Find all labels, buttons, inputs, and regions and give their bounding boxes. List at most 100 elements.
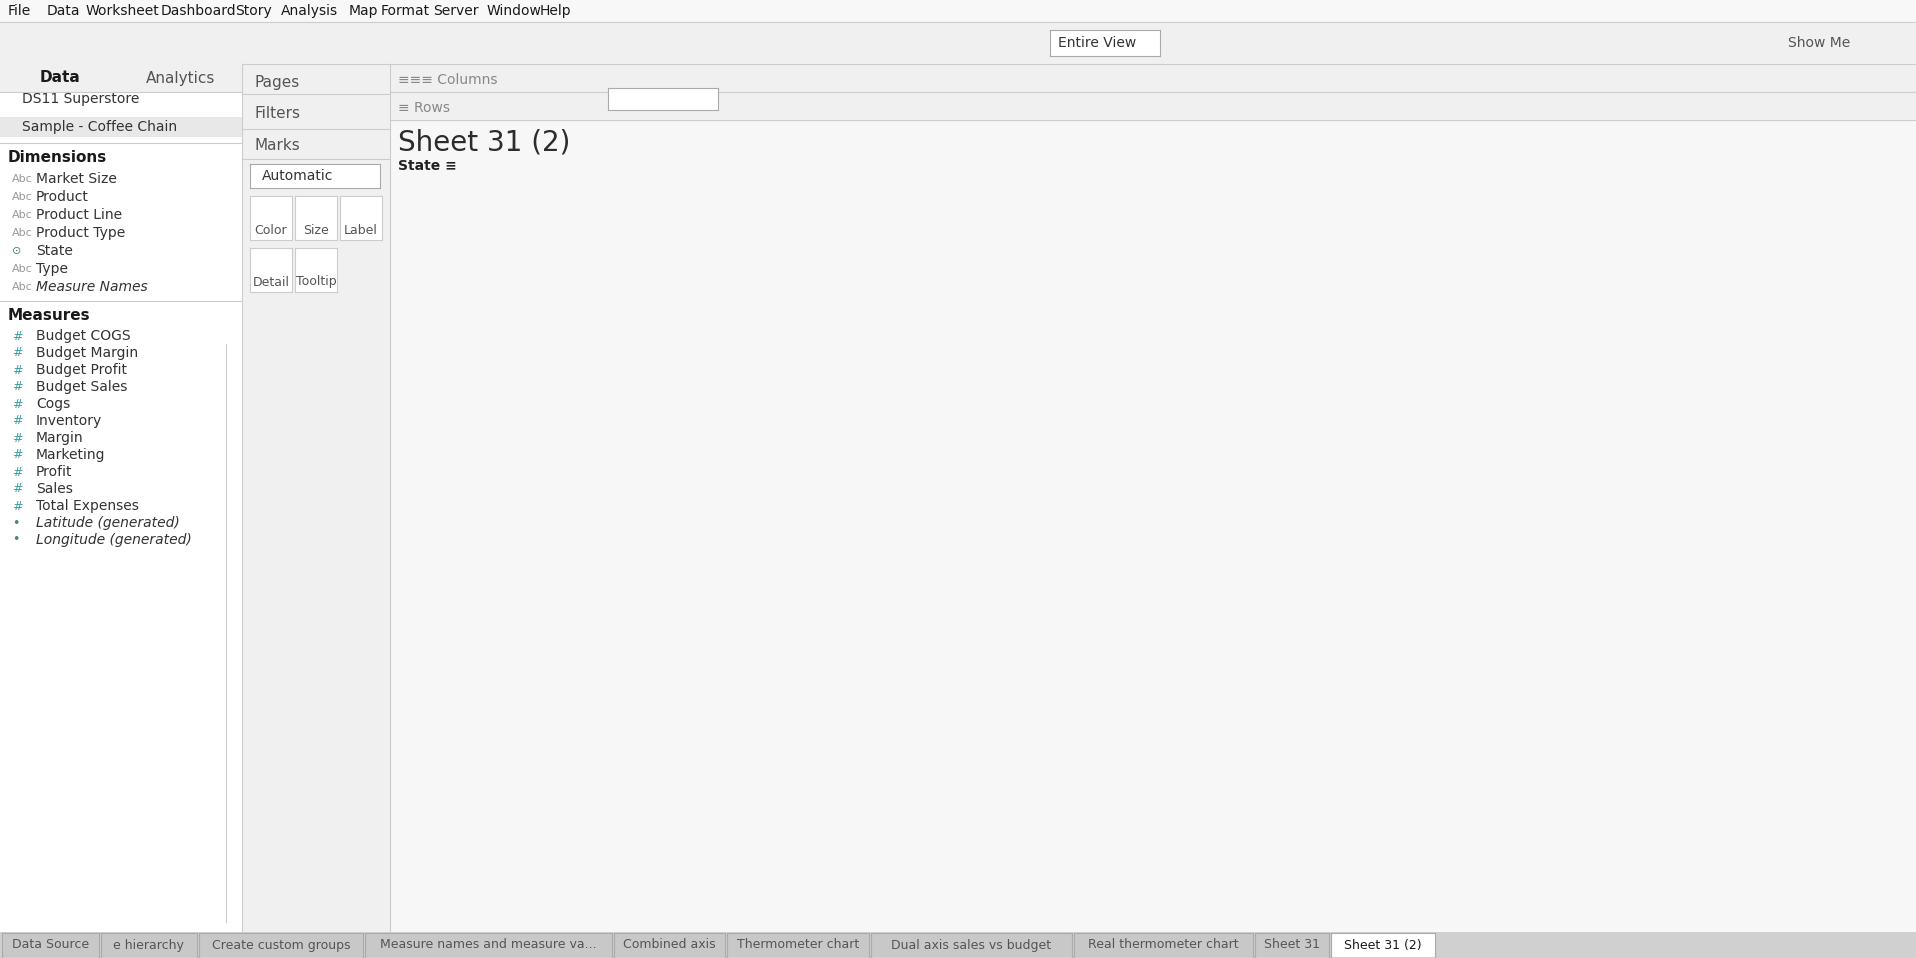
Text: Tooltip: Tooltip	[295, 276, 337, 288]
Text: Map: Map	[349, 4, 377, 18]
Text: Server: Server	[433, 4, 479, 18]
Text: •: •	[11, 534, 19, 546]
Bar	[471, 204, 1906, 228]
Text: Color: Color	[255, 223, 287, 237]
Bar	[471, 457, 1261, 481]
Text: Latitude (generated): Latitude (generated)	[36, 516, 180, 530]
Text: Abc: Abc	[11, 228, 33, 238]
Text: AVG(0): AVG(0)	[619, 71, 667, 85]
Bar	[471, 277, 1590, 300]
Text: #: #	[11, 483, 23, 495]
Text: Abc: Abc	[11, 174, 33, 184]
Text: Real thermometer chart: Real thermometer chart	[1088, 939, 1240, 951]
X-axis label: Sales: Sales	[1169, 948, 1209, 958]
Bar	[471, 349, 1504, 372]
Bar	[471, 529, 1247, 553]
Bar	[471, 782, 1096, 806]
Text: Total Expenses: Total Expenses	[36, 499, 138, 513]
Text: Abc: Abc	[11, 264, 33, 274]
Text: Analysis: Analysis	[282, 4, 339, 18]
Text: Combined axis: Combined axis	[623, 939, 715, 951]
Text: Marks: Marks	[255, 139, 299, 153]
Text: ≡ Rows: ≡ Rows	[399, 101, 450, 115]
Text: ⊙: ⊙	[11, 246, 21, 256]
Text: State: State	[36, 244, 73, 258]
Text: Budget Profit: Budget Profit	[36, 363, 126, 377]
Bar	[471, 746, 1104, 769]
Text: DS11 Superstore: DS11 Superstore	[21, 92, 140, 106]
Bar	[471, 637, 1190, 661]
Text: #: #	[11, 448, 23, 462]
Text: Market Size: Market Size	[36, 172, 117, 186]
Text: Sales: Sales	[36, 482, 73, 496]
Bar	[471, 240, 1663, 263]
Text: #: #	[11, 466, 23, 478]
Text: Data: Data	[46, 4, 80, 18]
Bar	[471, 565, 1240, 589]
Text: #: #	[11, 347, 23, 359]
Bar	[471, 855, 1002, 878]
Bar	[471, 602, 1219, 625]
Text: Abc: Abc	[11, 210, 33, 220]
Text: #: #	[11, 415, 23, 427]
Text: Marketing: Marketing	[36, 448, 105, 462]
Text: Type: Type	[36, 262, 67, 276]
Bar	[471, 385, 1447, 408]
Text: Sheet 31: Sheet 31	[1265, 939, 1320, 951]
Text: Story: Story	[236, 4, 272, 18]
Text: Sample - Coffee Chain: Sample - Coffee Chain	[21, 120, 176, 134]
Text: Abc: Abc	[11, 282, 33, 292]
Text: File: File	[8, 4, 31, 18]
Bar	[471, 818, 1088, 841]
Text: Product: Product	[36, 190, 88, 204]
Text: Entire View: Entire View	[1058, 36, 1136, 50]
Text: Margin: Margin	[36, 431, 84, 445]
Text: #: #	[11, 431, 23, 445]
Text: Product Type: Product Type	[36, 226, 125, 240]
Text: Sheet 31 (2): Sheet 31 (2)	[1345, 939, 1422, 951]
Text: Dimensions: Dimensions	[8, 149, 107, 165]
Text: Show Me: Show Me	[1788, 36, 1851, 50]
Bar	[471, 312, 1533, 336]
Text: Abc: Abc	[11, 192, 33, 202]
Text: Cogs: Cogs	[36, 397, 71, 411]
Text: Inventory: Inventory	[36, 414, 102, 428]
Text: Help: Help	[540, 4, 571, 18]
Text: Product Line: Product Line	[36, 208, 123, 222]
Text: #: #	[11, 398, 23, 410]
Text: #: #	[11, 380, 23, 394]
Text: Dashboard: Dashboard	[161, 4, 236, 18]
Text: Measures: Measures	[8, 308, 90, 323]
Text: Data: Data	[40, 71, 80, 85]
Text: Measure Names: Measure Names	[36, 280, 148, 294]
Text: Window: Window	[487, 4, 542, 18]
Text: Create custom groups: Create custom groups	[213, 939, 351, 951]
Text: Longitude (generated): Longitude (generated)	[36, 533, 192, 547]
Text: AVG(expression): AVG(expression)	[613, 93, 717, 105]
Text: Automatic: Automatic	[262, 169, 333, 183]
Text: Format: Format	[381, 4, 429, 18]
Text: Budget Margin: Budget Margin	[36, 346, 138, 360]
Bar	[471, 710, 1117, 733]
Text: Profit: Profit	[36, 465, 73, 479]
Text: Thermometer chart: Thermometer chart	[736, 939, 858, 951]
Text: State ≡: State ≡	[399, 159, 456, 173]
Text: Budget COGS: Budget COGS	[36, 329, 130, 343]
Text: #: #	[11, 363, 23, 376]
Text: Size: Size	[303, 223, 330, 237]
Text: #: #	[11, 330, 23, 343]
Bar	[471, 421, 1289, 445]
Text: e hierarchy: e hierarchy	[113, 939, 184, 951]
Text: #: #	[11, 499, 23, 513]
Text: SUM(Sales): SUM(Sales)	[506, 71, 584, 85]
Bar	[471, 890, 989, 914]
Text: •: •	[11, 516, 19, 530]
Text: State: State	[527, 99, 563, 113]
Text: Worksheet: Worksheet	[86, 4, 159, 18]
Bar	[471, 493, 1253, 516]
Text: Dual axis sales vs budget: Dual axis sales vs budget	[891, 939, 1052, 951]
Text: Budget Sales: Budget Sales	[36, 380, 126, 394]
Text: Sheet 31 (2): Sheet 31 (2)	[399, 128, 571, 156]
Bar	[471, 673, 1161, 697]
Text: Label: Label	[345, 223, 377, 237]
